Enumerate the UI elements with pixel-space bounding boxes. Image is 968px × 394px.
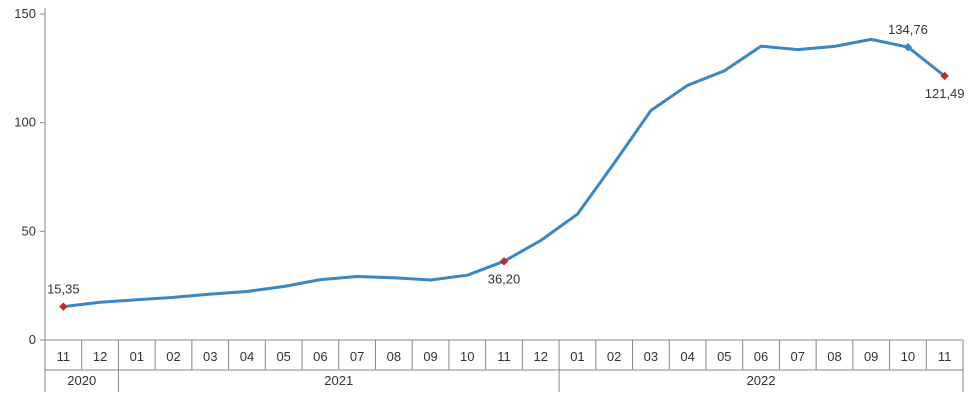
data-label: 15,35 xyxy=(47,282,80,297)
x-tick-label: 06 xyxy=(313,349,327,364)
x-tick-label: 08 xyxy=(387,349,401,364)
data-point-marker xyxy=(940,71,949,81)
x-tick-label: 03 xyxy=(644,349,658,364)
x-tick-label: 05 xyxy=(276,349,290,364)
y-tick-label: 0 xyxy=(29,332,36,347)
x-tick-label: 04 xyxy=(240,349,254,364)
x-tick-label: 08 xyxy=(827,349,841,364)
year-label: 2022 xyxy=(747,373,776,388)
x-tick-label: 11 xyxy=(938,349,952,364)
x-tick-label: 06 xyxy=(754,349,768,364)
x-tick-label: 11 xyxy=(57,349,71,364)
data-label: 36,20 xyxy=(488,271,521,286)
x-tick-label: 12 xyxy=(533,349,547,364)
x-tick-label: 01 xyxy=(570,349,584,364)
data-label: 134,76 xyxy=(888,22,928,37)
data-point-marker xyxy=(499,257,509,266)
data-markers xyxy=(59,42,949,311)
y-axis: 0 50 100 150 xyxy=(14,6,46,347)
x-tick-label: 02 xyxy=(607,349,621,364)
x-tick-label: 04 xyxy=(680,349,694,364)
x-tick-label: 11 xyxy=(497,349,511,364)
x-tick-label: 03 xyxy=(203,349,217,364)
y-tick-label: 150 xyxy=(14,6,36,21)
y-tick-label: 50 xyxy=(22,223,36,238)
x-tick-label: 10 xyxy=(460,349,474,364)
y-tick-label: 100 xyxy=(14,115,36,130)
x-tick-label: 12 xyxy=(93,349,107,364)
x-tick-label: 01 xyxy=(130,349,144,364)
x-tick-label: 09 xyxy=(423,349,437,364)
x-tick-label: 05 xyxy=(717,349,731,364)
data-label: 121,49 xyxy=(925,86,965,101)
year-label: 2020 xyxy=(67,373,96,388)
x-axis: 11 12 01 02 03 04 05 06 07 08 09 10 11 12 01 02 03 04 05 06… xyxy=(44,339,964,392)
x-tick-label: 09 xyxy=(864,349,878,364)
x-tick-label: 07 xyxy=(350,349,364,364)
x-tick-label: 02 xyxy=(166,349,180,364)
data-point-marker xyxy=(59,302,68,311)
data-point-marker xyxy=(903,42,913,52)
year-label: 2021 xyxy=(324,373,353,388)
data-labels: 15,35 36,20 134,76 121,49 xyxy=(47,22,964,297)
x-tick-label: 10 xyxy=(901,349,915,364)
x-tick-label: 07 xyxy=(791,349,805,364)
series-polyline xyxy=(61,37,947,309)
series-line xyxy=(61,37,947,309)
